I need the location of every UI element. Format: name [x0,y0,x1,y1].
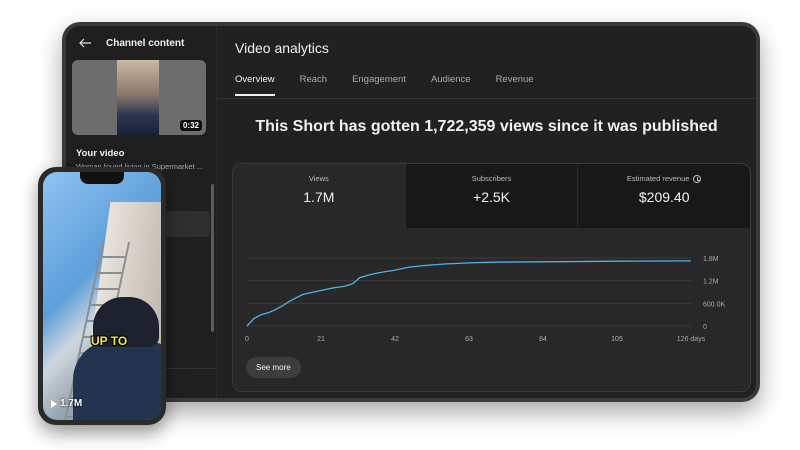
phone-screen: UP TO 1.7M [43,172,161,420]
your-video-label: Your video [76,148,125,159]
see-more-button[interactable]: See more [246,357,301,378]
tab-reach[interactable]: Reach [299,74,328,85]
views-series-line [246,260,692,327]
metric-revenue-value: $209.40 [638,189,690,205]
duration-badge: 0:32 [179,120,202,131]
play-count-value: 1.7M [60,398,83,409]
sidebar-scrollbar[interactable] [211,184,214,332]
video-thumbnail[interactable]: 0:32 [72,60,206,135]
thumbnail-image [117,60,159,135]
sidebar-title: Channel content [106,37,185,49]
phone-notch [80,172,124,184]
y-tick-label: 1.2M [703,279,719,286]
tab-audience[interactable]: Audience [430,74,471,85]
clock-icon [693,174,702,183]
y-tick-label: 1.8M [703,256,719,263]
tablet-screen: Channel content 0:32 Your video Woman fo… [66,26,756,398]
tab-engagement[interactable]: Engagement [352,74,406,85]
metric-subscribers[interactable]: Subscribers +2.5K [404,164,578,228]
tab-revenue[interactable]: Revenue [495,74,534,85]
metric-tabs: Views 1.7M Subscribers +2.5K Estimated r… [233,164,750,228]
metric-views-label: Views [308,174,329,183]
page-title: Video analytics [235,40,329,56]
tabs-divider [217,98,756,99]
x-tick-label: 126 days [677,336,706,343]
person-body-image [73,340,161,420]
tablet-frame: Channel content 0:32 Your video Woman fo… [62,22,760,402]
x-tick-label: 105 [611,336,623,343]
metric-subscribers-label: Subscribers [471,174,512,183]
metric-views-value: 1.7M [303,189,335,205]
play-count: 1.7M [51,398,82,409]
sidebar-header: Channel content [66,28,216,58]
person-head-image [93,297,159,347]
video-caption: UP TO [91,334,128,348]
video-title: Woman found living in Supermarket ... [76,162,204,171]
play-icon [51,399,57,408]
phone-frame: UP TO 1.7M [38,167,166,425]
views-chart: 0 600.0K 1.2M 1.8M 0 21 42 63 84 105 126 days [245,256,726,343]
back-arrow-icon[interactable] [78,36,92,50]
metric-subscribers-value: +2.5K [473,189,510,205]
x-tick-label: 84 [539,336,547,343]
y-tick-label: 600.0K [703,301,726,308]
tab-overview[interactable]: Overview [235,74,275,96]
x-tick-label: 21 [317,336,325,343]
tab-bar: Overview Reach Engagement Audience Reven… [235,74,559,96]
metric-revenue-label: Estimated revenue [626,174,690,183]
views-headline: This Short has gotten 1,722,359 views si… [255,118,718,135]
analytics-card: Views 1.7M Subscribers +2.5K Estimated r… [232,163,751,392]
metric-revenue[interactable]: Estimated revenue $209.40 [577,164,750,228]
x-tick-label: 42 [391,336,399,343]
x-tick-label: 0 [245,336,249,343]
metric-views[interactable]: Views 1.7M [233,164,405,228]
main-panel: Video analytics Overview Reach Engagemen… [217,26,756,398]
y-tick-label: 0 [703,324,707,331]
x-tick-label: 63 [465,336,473,343]
